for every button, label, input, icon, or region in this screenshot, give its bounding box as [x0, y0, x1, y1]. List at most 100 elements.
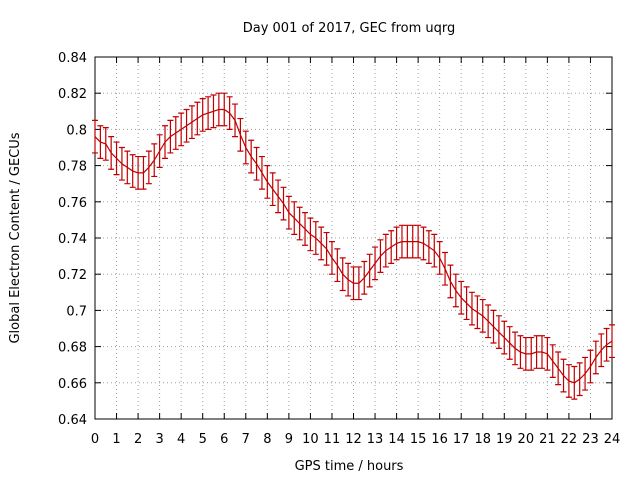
error-bar-point — [393, 226, 400, 261]
error-bar-point — [145, 150, 152, 185]
error-bar-point — [442, 251, 449, 286]
x-tick-label: 9 — [285, 432, 293, 447]
x-tick-label: 7 — [242, 432, 250, 447]
error-bar-point — [415, 224, 422, 259]
error-bar-point — [398, 224, 405, 259]
error-bar-point — [269, 172, 276, 207]
y-tick-label: 0.74 — [58, 232, 87, 247]
error-bar-point — [129, 154, 136, 188]
error-bar-point — [296, 206, 303, 241]
grid — [95, 57, 612, 419]
error-bar-point — [291, 201, 298, 235]
error-bar-point — [285, 195, 292, 230]
error-bar-point — [452, 273, 459, 308]
x-tick-label: 6 — [220, 432, 228, 447]
error-bar-point — [102, 126, 109, 161]
error-bar-point — [560, 358, 567, 393]
x-tick-label: 16 — [431, 432, 448, 447]
error-bar-point — [350, 266, 357, 301]
error-bar-point — [474, 295, 481, 330]
error-bar-point — [361, 260, 368, 295]
y-tick-label: 0.78 — [58, 160, 87, 175]
error-bar-point — [490, 309, 497, 344]
error-bar-point — [377, 239, 384, 273]
y-tick-label: 0.7 — [66, 304, 87, 319]
error-bar-point — [463, 286, 470, 321]
error-bar-point — [183, 108, 190, 143]
error-bar-point — [237, 117, 244, 152]
error-bar-point — [178, 112, 185, 147]
error-bar-point — [318, 226, 325, 261]
x-tick-label: 12 — [345, 432, 362, 447]
x-tick-label: 21 — [539, 432, 556, 447]
error-bar-point — [501, 320, 508, 355]
error-bar-point — [598, 333, 605, 368]
error-bar-point — [302, 212, 309, 246]
x-tick-label: 24 — [604, 432, 621, 447]
error-bar-point — [565, 364, 572, 398]
error-bar-point — [328, 241, 335, 275]
data-series — [92, 92, 615, 400]
y-tick-label: 0.68 — [58, 341, 87, 356]
error-bar-point — [113, 141, 120, 176]
error-bar-point — [485, 304, 492, 339]
error-bar-point — [221, 92, 228, 127]
x-tick-label: 10 — [302, 432, 319, 447]
x-axis-tick-labels: 0 1 2 3 4 5 6 7 8 9 10 11 12 13 14 15 16 17 18 19 20 21 22 23 24 — [91, 432, 620, 447]
error-bar-point — [172, 116, 179, 150]
error-bar-point — [355, 266, 362, 301]
error-bar-point — [447, 264, 454, 299]
error-bar-point — [199, 98, 206, 132]
error-bar-point — [242, 130, 249, 165]
x-tick-label: 15 — [410, 432, 427, 447]
y-axis-tick-labels: 0.64 0.66 0.68 0.7 0.72 0.74 0.76 0.78 0.8 0.82 0.… — [58, 51, 87, 428]
error-bar-point — [188, 105, 195, 140]
error-bar-point — [151, 143, 158, 178]
y-axis-label: Global Electron Content / GECUs — [8, 132, 23, 343]
y-tick-label: 0.72 — [58, 268, 87, 283]
error-bar-point — [140, 155, 147, 190]
x-tick-label: 14 — [388, 432, 405, 447]
error-bar-point — [323, 231, 330, 266]
error-bar-point — [533, 335, 540, 369]
x-tick-label: 2 — [134, 432, 142, 447]
error-bar-point — [587, 349, 594, 384]
error-bar-point — [512, 331, 519, 366]
error-bar-point — [118, 146, 125, 181]
error-bar-point — [549, 344, 556, 378]
error-bar-point — [404, 224, 411, 259]
error-bar-point — [592, 340, 599, 375]
error-bar-point — [215, 92, 222, 127]
error-bar-point — [205, 96, 212, 130]
x-tick-label: 11 — [324, 432, 341, 447]
x-tick-label: 4 — [177, 432, 185, 447]
error-bar-point — [366, 253, 373, 288]
error-bar-point — [420, 226, 427, 261]
error-bar-point — [258, 155, 265, 190]
error-bar-point — [425, 230, 432, 264]
error-bar-point — [162, 125, 169, 159]
y-tick-label: 0.82 — [58, 87, 87, 102]
x-tick-label: 3 — [155, 432, 163, 447]
error-bar-point — [210, 94, 217, 129]
error-bar-point — [339, 257, 346, 292]
error-bar-point — [382, 233, 389, 268]
y-tick-label: 0.84 — [58, 51, 87, 66]
y-tick-label: 0.76 — [58, 196, 87, 211]
error-bar-point — [603, 327, 610, 362]
error-bar-point — [522, 336, 529, 371]
error-bar-point — [576, 362, 583, 397]
x-tick-label: 22 — [561, 432, 578, 447]
error-bar-point — [495, 315, 502, 350]
error-bar-point — [334, 248, 341, 283]
error-bar-point — [609, 324, 615, 359]
error-bar-point — [248, 139, 255, 174]
error-bar-point — [307, 217, 314, 252]
error-bar-point — [372, 246, 379, 281]
error-bar-point — [135, 155, 142, 190]
error-bar-point — [124, 150, 131, 185]
x-tick-label: 1 — [112, 432, 120, 447]
error-bar-point — [582, 356, 589, 391]
error-bar-point — [555, 351, 562, 386]
error-bar-point — [458, 280, 465, 315]
